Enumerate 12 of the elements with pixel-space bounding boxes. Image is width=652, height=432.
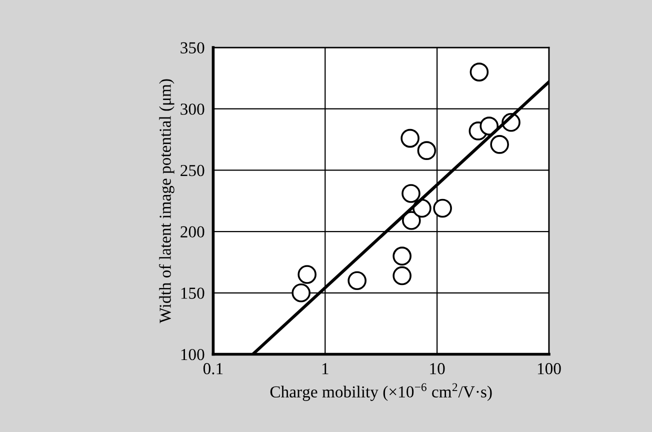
x-tick-label: 100 xyxy=(538,363,561,374)
y-tick-label: 300 xyxy=(180,104,204,115)
x-tick-label: 1 xyxy=(322,363,328,374)
y-tick-label: 350 xyxy=(180,42,204,54)
x-tick-label: 10 xyxy=(430,363,445,374)
y-axis-title: Width of latent image potential (μm) xyxy=(158,79,174,324)
x-axis-title: Charge mobility (×10$^{−6}$ cm$^{2}$/V·s) xyxy=(270,383,492,401)
y-tick-label: 200 xyxy=(180,226,204,238)
x-tick-label: 0.1 xyxy=(203,363,223,374)
y-tick-label: 100 xyxy=(181,348,204,360)
y-tick-label: 250 xyxy=(180,164,204,176)
y-tick-label: 150 xyxy=(181,288,204,299)
